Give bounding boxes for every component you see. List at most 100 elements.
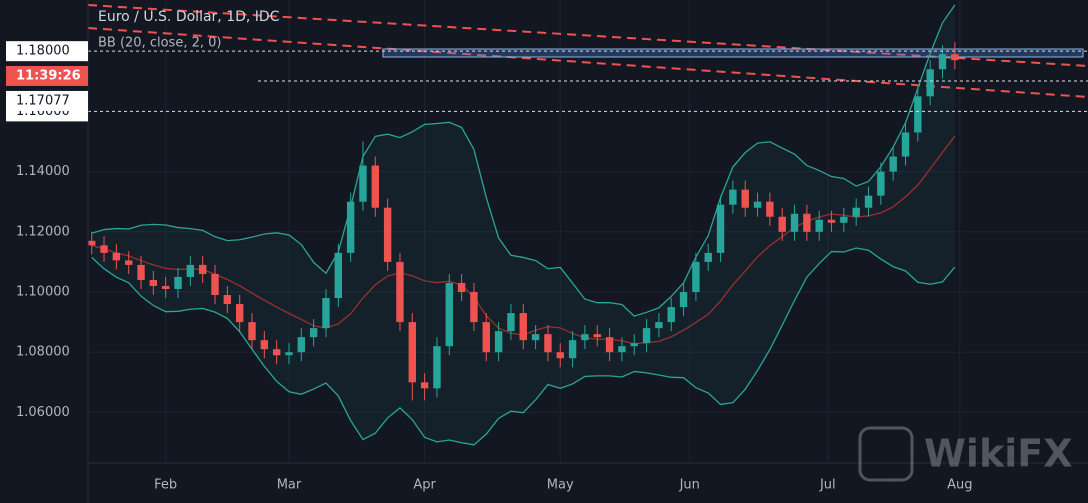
candle-body <box>433 346 441 389</box>
plot <box>88 4 1088 446</box>
watermark-icon <box>858 426 914 482</box>
candle-body <box>729 189 737 205</box>
candle-body <box>235 304 244 323</box>
candle-body <box>297 337 306 353</box>
candle-body <box>704 252 712 262</box>
candle-body <box>864 195 873 208</box>
candle-body <box>211 273 219 296</box>
candle-body <box>457 282 466 293</box>
candle-body <box>137 264 145 280</box>
candle-body <box>494 331 503 353</box>
band-upper <box>91 4 956 317</box>
watermark-text: WikiFX <box>924 432 1073 476</box>
axes: 1.06000 1.08000 1.10000 1.12000 1.14000 Feb Ma… <box>6 41 972 493</box>
candle-body <box>803 213 811 232</box>
candle-body <box>716 204 725 253</box>
candle-body <box>322 298 330 329</box>
trend-line <box>87 27 1088 98</box>
candle-body <box>852 207 860 217</box>
candle-body <box>618 346 626 353</box>
y-tick-label: 1.14000 <box>16 164 70 179</box>
candle-body <box>581 334 589 341</box>
candle-body <box>124 260 133 265</box>
candle-body <box>507 313 515 332</box>
trend-line <box>87 4 1088 67</box>
y-tick-label: 1.06000 <box>16 405 70 420</box>
grid <box>88 0 1088 463</box>
range-box <box>382 48 1084 58</box>
candle-body <box>445 282 453 347</box>
candle-body <box>248 322 256 341</box>
candle-body <box>112 252 121 261</box>
candle-body <box>408 322 416 383</box>
x-tick-label: Jul <box>819 478 836 493</box>
x-tick-label: Aug <box>947 478 972 493</box>
candle-body <box>198 264 207 274</box>
candle-body <box>272 349 281 356</box>
last-price-box <box>6 90 88 111</box>
candle-body <box>531 334 540 341</box>
x-tick-label: Feb <box>154 478 177 493</box>
candle-body <box>346 201 355 253</box>
candle-body <box>951 54 959 61</box>
y-tick-label: 1.10000 <box>16 285 70 300</box>
candle-body <box>914 96 922 133</box>
candle-body <box>519 313 527 341</box>
candle-body <box>642 328 651 344</box>
candle-body <box>630 343 638 347</box>
y-tick-label: 1.12000 <box>16 224 70 239</box>
watermark: WikiFX <box>858 426 1073 482</box>
level-label: 1.18000 <box>16 44 70 59</box>
candle-body <box>556 352 564 359</box>
candle-body <box>605 337 614 353</box>
candle-body <box>692 261 700 293</box>
candle-body <box>396 261 404 323</box>
candle-body <box>877 171 885 196</box>
candle-body <box>815 219 823 232</box>
candle-body <box>679 292 688 308</box>
candle-body <box>359 165 367 202</box>
candle-body <box>309 328 318 338</box>
candle-body <box>889 156 897 172</box>
candle-body <box>938 54 947 70</box>
candle-body <box>840 216 848 223</box>
candle-body <box>470 292 478 323</box>
candle-body <box>383 207 392 262</box>
band-fill <box>91 5 955 445</box>
band-lower <box>91 247 956 446</box>
last-price-label: 1.17077 <box>16 93 70 108</box>
candle-body <box>568 340 577 359</box>
candle-body <box>766 201 774 217</box>
candle-body <box>149 279 158 286</box>
x-tick-label: May <box>547 478 574 493</box>
candle-body <box>593 334 601 338</box>
candle-body <box>223 295 232 305</box>
countdown: 11:39:26 <box>16 68 81 83</box>
candle-body <box>778 216 786 232</box>
candle-body <box>186 264 195 277</box>
candle-body <box>88 240 96 246</box>
indicator-label: BB (20, close, 2, 0) <box>98 36 221 51</box>
candle-body <box>926 69 934 97</box>
countdown-box <box>6 65 88 86</box>
candle-body <box>100 245 108 253</box>
candle-body <box>371 165 379 208</box>
y-tick-label: 1.08000 <box>16 345 70 360</box>
candle-body <box>741 189 749 208</box>
candle-body <box>285 352 293 356</box>
level-label-box <box>6 41 88 62</box>
candle-body <box>420 382 429 389</box>
candle-body <box>260 340 269 350</box>
chart-title: Euro / U.S. Dollar, 1D, IDC <box>98 9 280 25</box>
candle-body <box>667 307 675 323</box>
x-tick-label: Mar <box>277 478 302 493</box>
x-tick-label: Jun <box>679 478 700 493</box>
candle-body <box>482 322 490 353</box>
candle-body <box>790 213 799 232</box>
candle-body <box>655 322 663 329</box>
candle-body <box>753 201 762 208</box>
candle-body <box>827 219 836 223</box>
candle-body <box>334 252 343 299</box>
